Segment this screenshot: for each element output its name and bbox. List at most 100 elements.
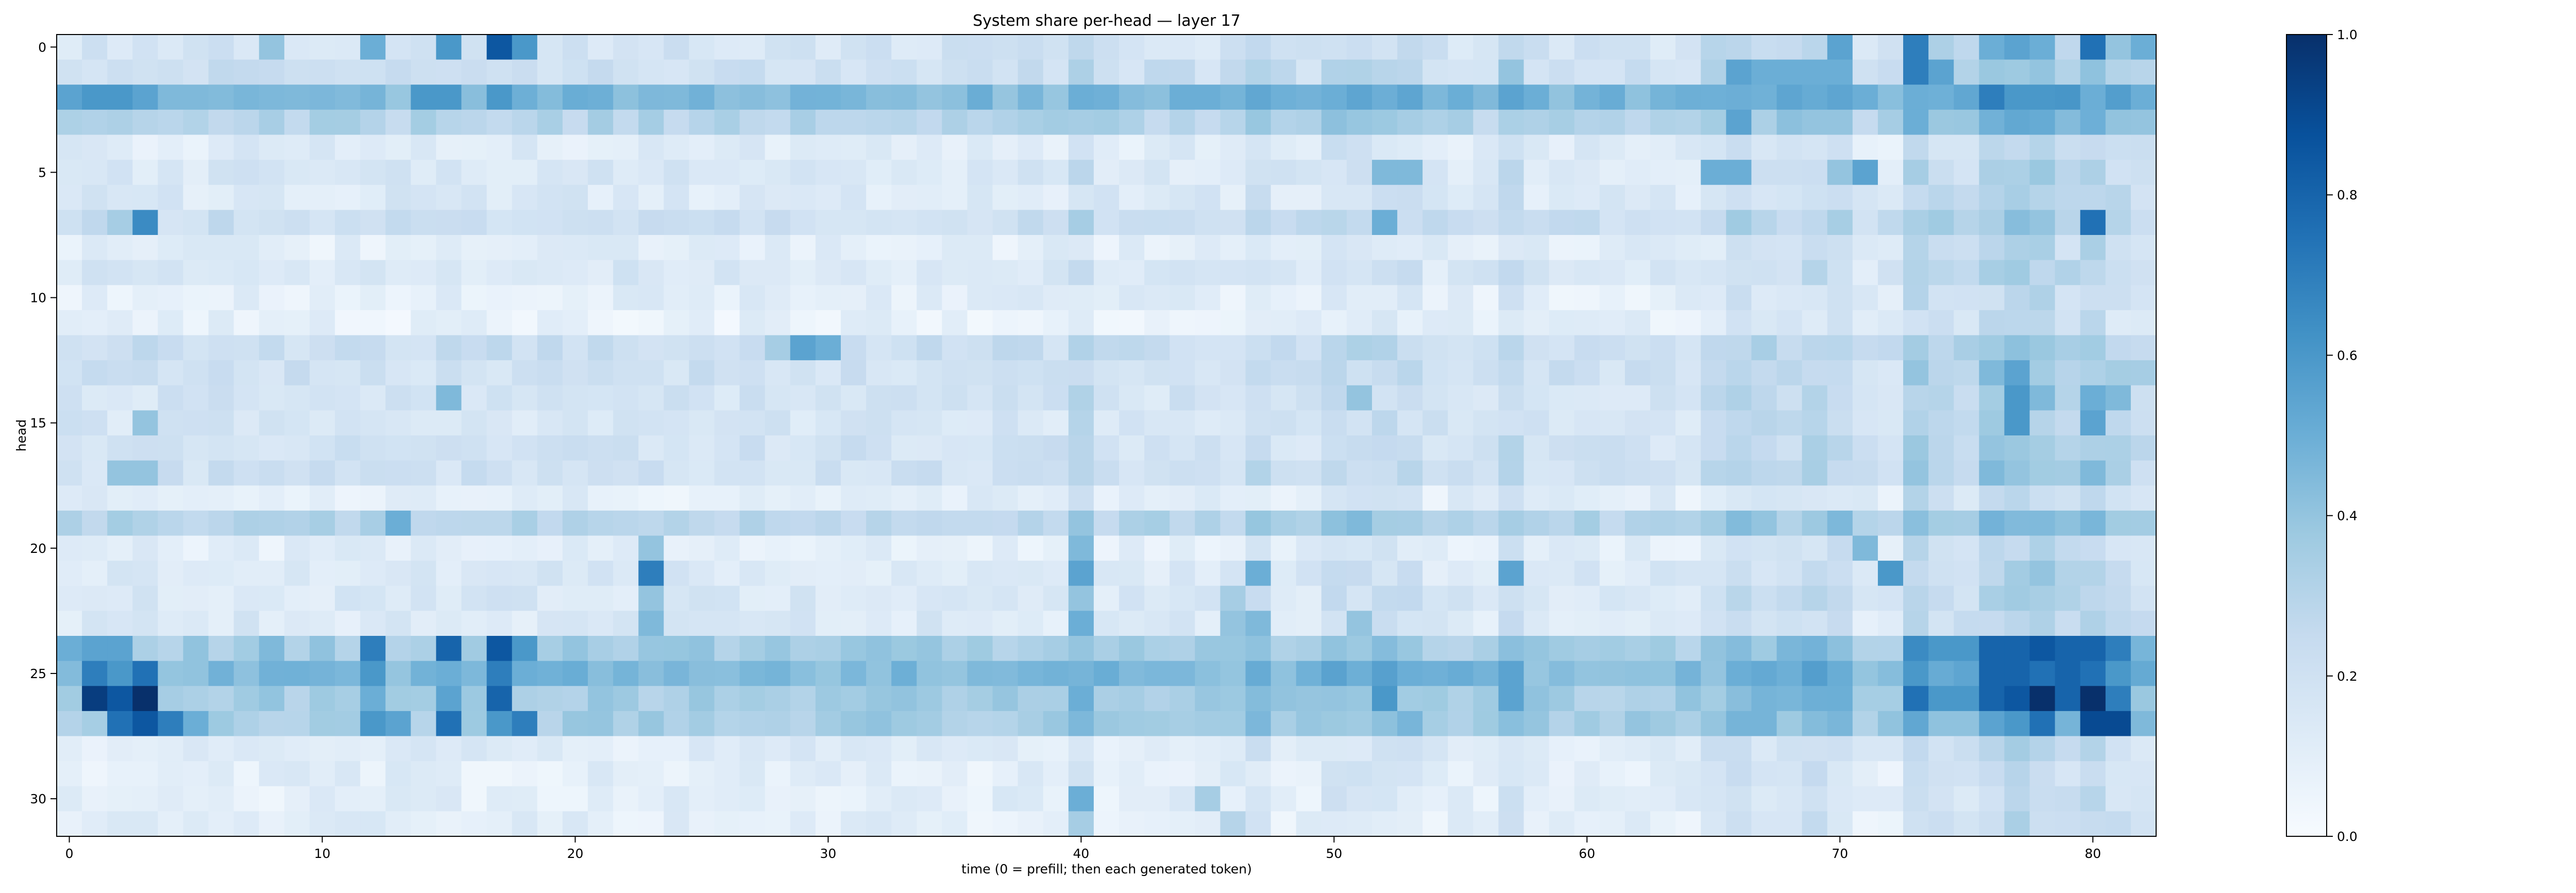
heatmap-cell — [82, 460, 108, 486]
heatmap-cell — [1903, 661, 1929, 686]
heatmap-cell — [385, 485, 411, 511]
heatmap-cell — [1574, 35, 1600, 60]
heatmap-cell — [512, 235, 538, 261]
heatmap-cell — [461, 385, 487, 411]
heatmap-cell — [739, 761, 766, 787]
heatmap-cell — [158, 761, 184, 787]
heatmap-cell — [1852, 85, 1878, 110]
heatmap-cell — [967, 811, 993, 837]
heatmap-cell — [815, 535, 841, 561]
heatmap-cell — [638, 160, 664, 186]
x-tick-label: 10 — [314, 846, 331, 861]
heatmap-cell — [2080, 210, 2106, 235]
heatmap-cell — [82, 435, 108, 461]
heatmap-cell — [1498, 210, 1524, 235]
heatmap-cell — [1852, 561, 1878, 586]
heatmap-cell — [917, 435, 942, 461]
heatmap-cell — [233, 510, 260, 536]
heatmap-cell — [2130, 510, 2157, 536]
heatmap-cell — [1549, 761, 1575, 787]
heatmap-cell — [436, 711, 462, 737]
heatmap-cell — [2029, 134, 2056, 160]
heatmap-cell — [588, 611, 614, 636]
heatmap-cell — [1726, 611, 1752, 636]
heatmap-cell — [208, 435, 234, 461]
heatmap-cell — [714, 686, 740, 712]
heatmap-cell — [1270, 35, 1297, 60]
heatmap-cell — [1701, 761, 1726, 787]
heatmap-cell — [1119, 711, 1145, 737]
heatmap-cell — [917, 535, 942, 561]
heatmap-cell — [866, 636, 892, 662]
heatmap-cell — [1195, 435, 1221, 461]
heatmap-cell — [664, 636, 690, 662]
heatmap-cell — [1093, 561, 1120, 586]
heatmap-cell — [1523, 485, 1550, 511]
heatmap-cell — [1144, 786, 1170, 812]
heatmap-cell — [1422, 109, 1448, 136]
heatmap-cell — [132, 85, 158, 110]
heatmap-cell — [486, 485, 513, 511]
heatmap-cell — [360, 360, 386, 386]
heatmap-cell — [1245, 460, 1272, 486]
heatmap-cell — [1321, 210, 1347, 235]
heatmap-cell — [1321, 109, 1347, 136]
colorbar-tick-label: 1.0 — [2337, 27, 2358, 42]
heatmap-cell — [1701, 611, 1726, 636]
heatmap-cell — [1018, 811, 1044, 837]
heatmap-cell — [2130, 535, 2157, 561]
heatmap-cell — [183, 210, 209, 235]
heatmap-cell — [1827, 611, 1853, 636]
heatmap-cell — [107, 35, 133, 60]
heatmap-cell — [1675, 811, 1701, 837]
heatmap-cell — [638, 310, 664, 336]
heatmap-cell — [158, 134, 184, 160]
heatmap-cell — [1523, 310, 1550, 336]
heatmap-cell — [1903, 761, 1929, 787]
heatmap-cell — [664, 661, 690, 686]
heatmap-cell — [664, 184, 690, 210]
heatmap-cell — [259, 510, 285, 536]
y-tick-label: 10 — [30, 291, 46, 306]
heatmap-cell — [1979, 85, 2005, 110]
heatmap-cell — [1372, 711, 1398, 737]
heatmap-cell — [1802, 585, 1828, 611]
heatmap-cell — [1119, 85, 1145, 110]
heatmap-cell — [689, 210, 715, 235]
heatmap-cell — [588, 184, 614, 210]
heatmap-cell — [1473, 736, 1499, 762]
heatmap-cell — [1245, 761, 1272, 787]
heatmap-cell — [1093, 611, 1120, 636]
heatmap-cell — [815, 410, 841, 436]
heatmap-cell — [158, 686, 184, 712]
heatmap-cell — [259, 761, 285, 787]
heatmap-cell — [208, 85, 234, 110]
heatmap-cell — [1422, 35, 1448, 60]
heatmap-cell — [1372, 310, 1398, 336]
heatmap-cell — [1346, 385, 1372, 411]
heatmap-cell — [1650, 736, 1676, 762]
heatmap-cell — [1270, 335, 1297, 361]
heatmap-cell — [2130, 485, 2157, 511]
heatmap-cell — [1296, 686, 1322, 712]
heatmap-cell — [1346, 184, 1372, 210]
heatmap-cell — [1802, 184, 1828, 210]
heatmap-cell — [1802, 360, 1828, 386]
heatmap-cell — [1220, 585, 1246, 611]
heatmap-cell — [1119, 285, 1145, 311]
heatmap-cell — [790, 235, 816, 261]
heatmap-cell — [1321, 160, 1347, 186]
heatmap-cell — [992, 210, 1019, 235]
heatmap-cell — [1296, 661, 1322, 686]
heatmap-cell — [891, 410, 917, 436]
heatmap-cell — [1296, 235, 1322, 261]
heatmap-cell — [1549, 260, 1575, 285]
heatmap-cell — [1093, 160, 1120, 186]
heatmap-cell — [1068, 611, 1094, 636]
heatmap-cell — [1903, 786, 1929, 812]
heatmap-cell — [689, 285, 715, 311]
heatmap-cell — [1751, 460, 1777, 486]
heatmap-cell — [1245, 335, 1272, 361]
heatmap-cell — [335, 435, 361, 461]
heatmap-cell — [1574, 736, 1600, 762]
